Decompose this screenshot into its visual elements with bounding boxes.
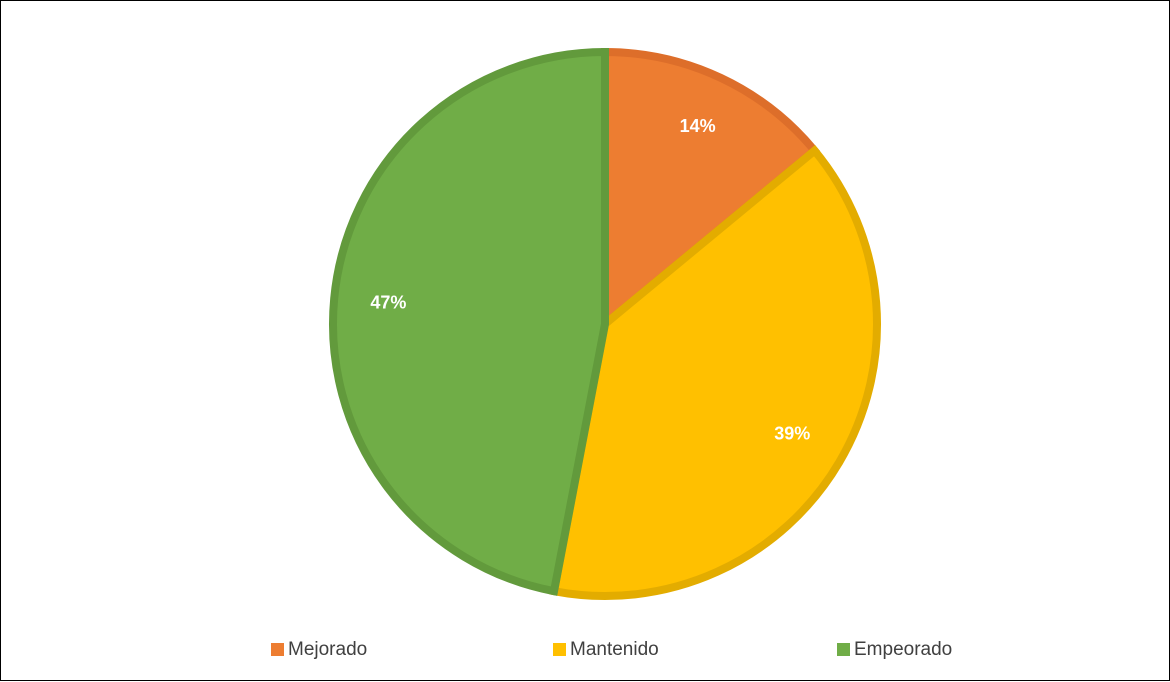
pie-slice-empeorado [329, 47, 609, 596]
legend-item-mantenido: Mantenido [553, 639, 659, 660]
legend-label-empeorado: Empeorado [854, 639, 952, 660]
legend-item-empeorado: Empeorado [837, 639, 952, 660]
data-label-mantenido: 39% [774, 424, 810, 444]
legend-swatch-mantenido [553, 643, 566, 656]
legend-item-mejorado: Mejorado [271, 639, 367, 660]
pie-slices [329, 47, 881, 600]
pie-slice-mejorado [601, 47, 821, 333]
pie-data-labels: 14% 39% 47% [370, 116, 810, 444]
legend-label-mejorado: Mejorado [288, 639, 367, 660]
data-label-mejorado: 14% [680, 116, 716, 136]
data-label-empeorado: 47% [370, 292, 406, 312]
legend-swatch-mejorado [271, 643, 284, 656]
legend-label-mantenido: Mantenido [570, 639, 659, 660]
legend-swatch-empeorado [837, 643, 850, 656]
legend: Mejorado Mantenido Empeorado [271, 639, 952, 660]
pie-slice-mantenido [549, 144, 881, 600]
